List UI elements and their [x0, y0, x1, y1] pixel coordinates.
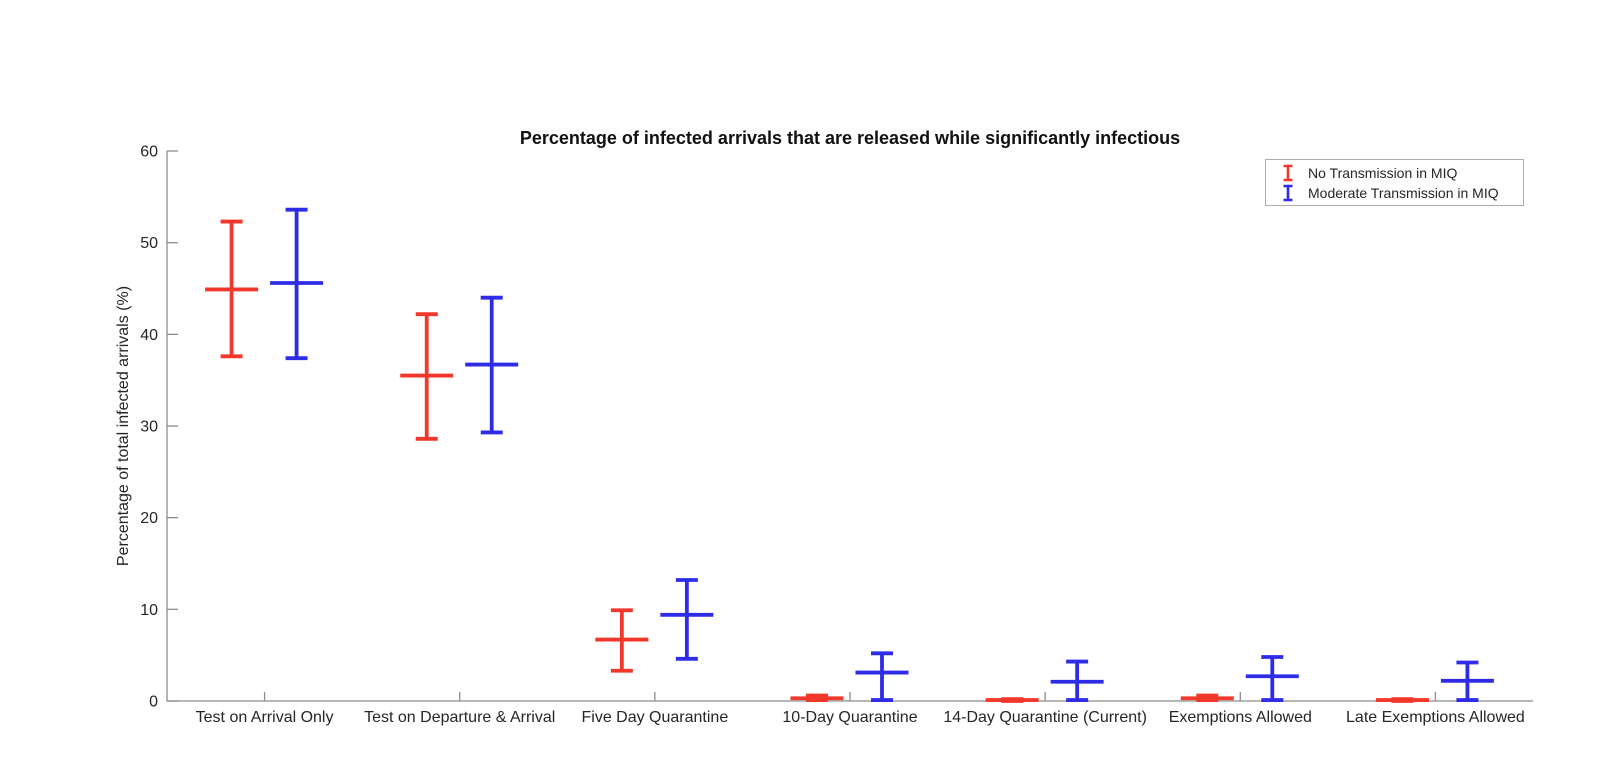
series-moderate-transmission — [270, 207, 1494, 702]
error-bar — [855, 651, 909, 702]
x-tick-label: Late Exemptions Allowed — [1346, 709, 1525, 726]
error-bar — [400, 312, 454, 441]
legend: No Transmission in MIQ Moderate Transmis… — [1265, 159, 1524, 206]
legend-label: No Transmission in MIQ — [1308, 164, 1458, 181]
x-tick-label: Exemptions Allowed — [1169, 709, 1312, 726]
error-bar — [1180, 693, 1234, 702]
error-bar — [985, 697, 1039, 703]
y-tick-label: 20 — [140, 510, 158, 527]
x-tick-label: 14-Day Quarantine (Current) — [943, 709, 1147, 726]
error-bar — [1375, 697, 1429, 703]
x-tick-label: Test on Departure & Arrival — [364, 709, 555, 726]
series-no-transmission — [205, 219, 1429, 703]
y-tick-label: 60 — [140, 144, 158, 161]
x-tick-label: Five Day Quarantine — [581, 709, 728, 726]
error-bar — [660, 578, 714, 661]
error-bar — [790, 693, 844, 702]
error-bar — [1050, 659, 1104, 702]
x-tick-label: 10-Day Quarantine — [782, 709, 917, 726]
chart-title: Percentage of infected arrivals that are… — [519, 128, 1181, 148]
y-tick-label: 10 — [140, 602, 158, 619]
legend-item-moderate-transmission: Moderate Transmission in MIQ — [1266, 183, 1523, 203]
errorbar-icon — [1283, 164, 1293, 181]
error-bar — [1245, 655, 1299, 702]
legend-label: Moderate Transmission in MIQ — [1308, 184, 1499, 201]
error-bar — [270, 207, 324, 361]
error-bar — [205, 219, 259, 359]
error-bar — [1440, 660, 1494, 702]
y-tick-label: 30 — [140, 419, 158, 436]
error-bar — [595, 608, 649, 673]
error-bar — [465, 295, 519, 435]
x-tick-label: Test on Arrival Only — [196, 709, 334, 726]
y-tick-label: 0 — [149, 694, 158, 711]
y-tick-label: 40 — [140, 327, 158, 344]
legend-item-no-transmission: No Transmission in MIQ — [1266, 163, 1523, 183]
errorbar-icon — [1283, 184, 1293, 201]
y-tick-label: 50 — [140, 235, 158, 252]
